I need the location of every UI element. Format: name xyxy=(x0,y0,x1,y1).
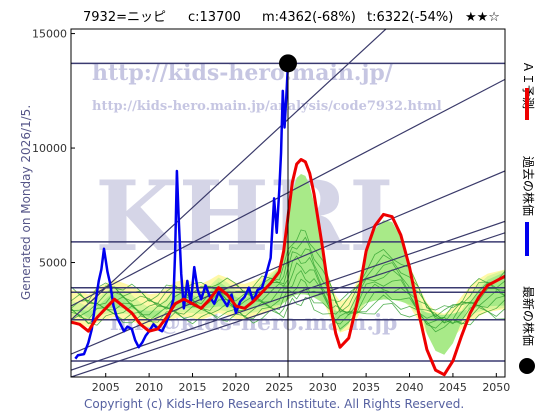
simulation-line xyxy=(71,269,505,325)
series-line-ai xyxy=(71,158,505,377)
legend-label-past: 過去の株価 xyxy=(521,156,536,216)
x-tick-label: 2010 xyxy=(135,381,163,394)
y-axis: 5000 10000 15000 xyxy=(32,28,75,270)
watermark-url: http://kids-hero.main.jp/ xyxy=(92,60,394,86)
latest-price-marker xyxy=(279,54,297,73)
legend-item-latest: 最新の株価 xyxy=(519,286,536,374)
header-max-info: m:4362(-68%) xyxy=(262,10,356,25)
copyright-footer: Copyright (c) Kids-Hero Research Institu… xyxy=(84,397,464,411)
header-current: c:13700 xyxy=(188,10,241,25)
y-tick-label: 10000 xyxy=(32,142,67,155)
header-stars: ★★☆ xyxy=(465,10,500,25)
series-layer xyxy=(71,63,505,377)
watermark-url-analysis: http://kids-hero.main.jp/analysis/code79… xyxy=(92,99,442,114)
x-tick-label: 2045 xyxy=(439,381,467,394)
x-tick-label: 2050 xyxy=(482,381,510,394)
y-tick-label: 15000 xyxy=(32,28,67,41)
x-tick-label: 2030 xyxy=(309,381,337,394)
x-tick-label: 2015 xyxy=(179,381,207,394)
y-tick-label: 5000 xyxy=(39,257,67,270)
series-line-past xyxy=(74,63,290,360)
legend-label-ai: ＡＩ予測 xyxy=(521,61,535,109)
plot-frame xyxy=(70,28,506,378)
x-tick-label: 2005 xyxy=(92,381,120,394)
x-axis: 2005 2010 2015 2020 2025 2030 2035 2040 2045 2050 xyxy=(92,373,510,394)
simulation-line xyxy=(71,262,505,324)
simulation-line xyxy=(71,248,505,320)
legend-swatch-latest xyxy=(519,358,535,374)
header-code-name: 7932=ニッピ xyxy=(83,10,166,25)
x-tick-label: 2035 xyxy=(352,381,380,394)
watermark-khri: KHRI xyxy=(95,160,394,273)
legend: ＡＩ予測 過去の株価 最新の株価 xyxy=(519,61,536,374)
header-target-info: t:6322(-54%) xyxy=(367,10,453,25)
x-tick-label: 2025 xyxy=(265,381,293,394)
x-tick-label: 2020 xyxy=(222,381,250,394)
generated-date-label: Generated on Monday 2026/1/5. xyxy=(19,105,33,300)
x-tick-label: 2040 xyxy=(396,381,424,394)
legend-item-ai: ＡＩ予測 xyxy=(521,61,535,120)
latest-price-layer xyxy=(279,54,297,377)
legend-item-past: 過去の株価 xyxy=(521,156,536,256)
legend-label-latest: 最新の株価 xyxy=(521,286,536,346)
